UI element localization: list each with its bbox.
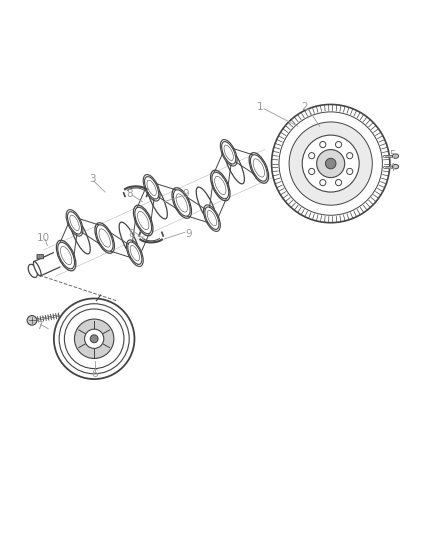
Ellipse shape: [251, 155, 267, 181]
Ellipse shape: [66, 209, 83, 236]
Ellipse shape: [392, 165, 399, 169]
Ellipse shape: [211, 170, 230, 201]
Ellipse shape: [220, 140, 237, 166]
Ellipse shape: [172, 188, 191, 219]
Circle shape: [272, 104, 390, 223]
Ellipse shape: [205, 207, 219, 229]
Circle shape: [309, 152, 315, 159]
Ellipse shape: [392, 154, 399, 158]
Ellipse shape: [28, 264, 38, 278]
Ellipse shape: [224, 146, 244, 184]
Ellipse shape: [58, 243, 74, 269]
Ellipse shape: [143, 175, 160, 201]
Text: 8: 8: [126, 189, 133, 199]
Circle shape: [336, 141, 342, 148]
Text: 9: 9: [185, 229, 192, 239]
Ellipse shape: [222, 142, 236, 164]
Ellipse shape: [70, 216, 90, 254]
Circle shape: [27, 316, 37, 325]
Circle shape: [336, 180, 342, 185]
Text: 2: 2: [301, 102, 308, 111]
Ellipse shape: [134, 205, 153, 236]
Circle shape: [90, 335, 98, 343]
Text: 6: 6: [91, 369, 98, 379]
FancyBboxPatch shape: [37, 254, 43, 259]
Circle shape: [74, 319, 114, 359]
Circle shape: [289, 122, 372, 205]
Text: 8: 8: [128, 229, 135, 239]
Circle shape: [279, 112, 382, 215]
Circle shape: [320, 180, 326, 185]
Text: 7: 7: [36, 321, 43, 330]
Circle shape: [309, 168, 315, 174]
Ellipse shape: [173, 190, 190, 216]
Circle shape: [302, 135, 359, 192]
Ellipse shape: [196, 187, 217, 225]
Circle shape: [325, 158, 336, 169]
Ellipse shape: [204, 205, 220, 231]
Text: 3: 3: [88, 174, 95, 184]
Ellipse shape: [95, 223, 114, 253]
Ellipse shape: [33, 262, 41, 276]
Circle shape: [85, 329, 104, 349]
Circle shape: [346, 152, 353, 159]
Circle shape: [317, 150, 345, 177]
Ellipse shape: [127, 240, 143, 266]
Text: 5: 5: [389, 150, 396, 160]
Circle shape: [54, 298, 134, 379]
Ellipse shape: [67, 212, 81, 234]
Ellipse shape: [212, 172, 229, 199]
Ellipse shape: [119, 222, 140, 260]
Circle shape: [346, 168, 353, 174]
Circle shape: [320, 141, 326, 148]
Ellipse shape: [96, 225, 113, 251]
Text: 10: 10: [37, 233, 50, 243]
Ellipse shape: [128, 242, 142, 264]
Text: 9: 9: [183, 189, 190, 199]
Ellipse shape: [57, 240, 76, 271]
Ellipse shape: [135, 207, 152, 234]
Text: 1: 1: [257, 102, 264, 111]
Text: 4: 4: [389, 163, 396, 173]
Ellipse shape: [249, 152, 268, 183]
Ellipse shape: [145, 176, 159, 199]
Ellipse shape: [147, 181, 167, 219]
